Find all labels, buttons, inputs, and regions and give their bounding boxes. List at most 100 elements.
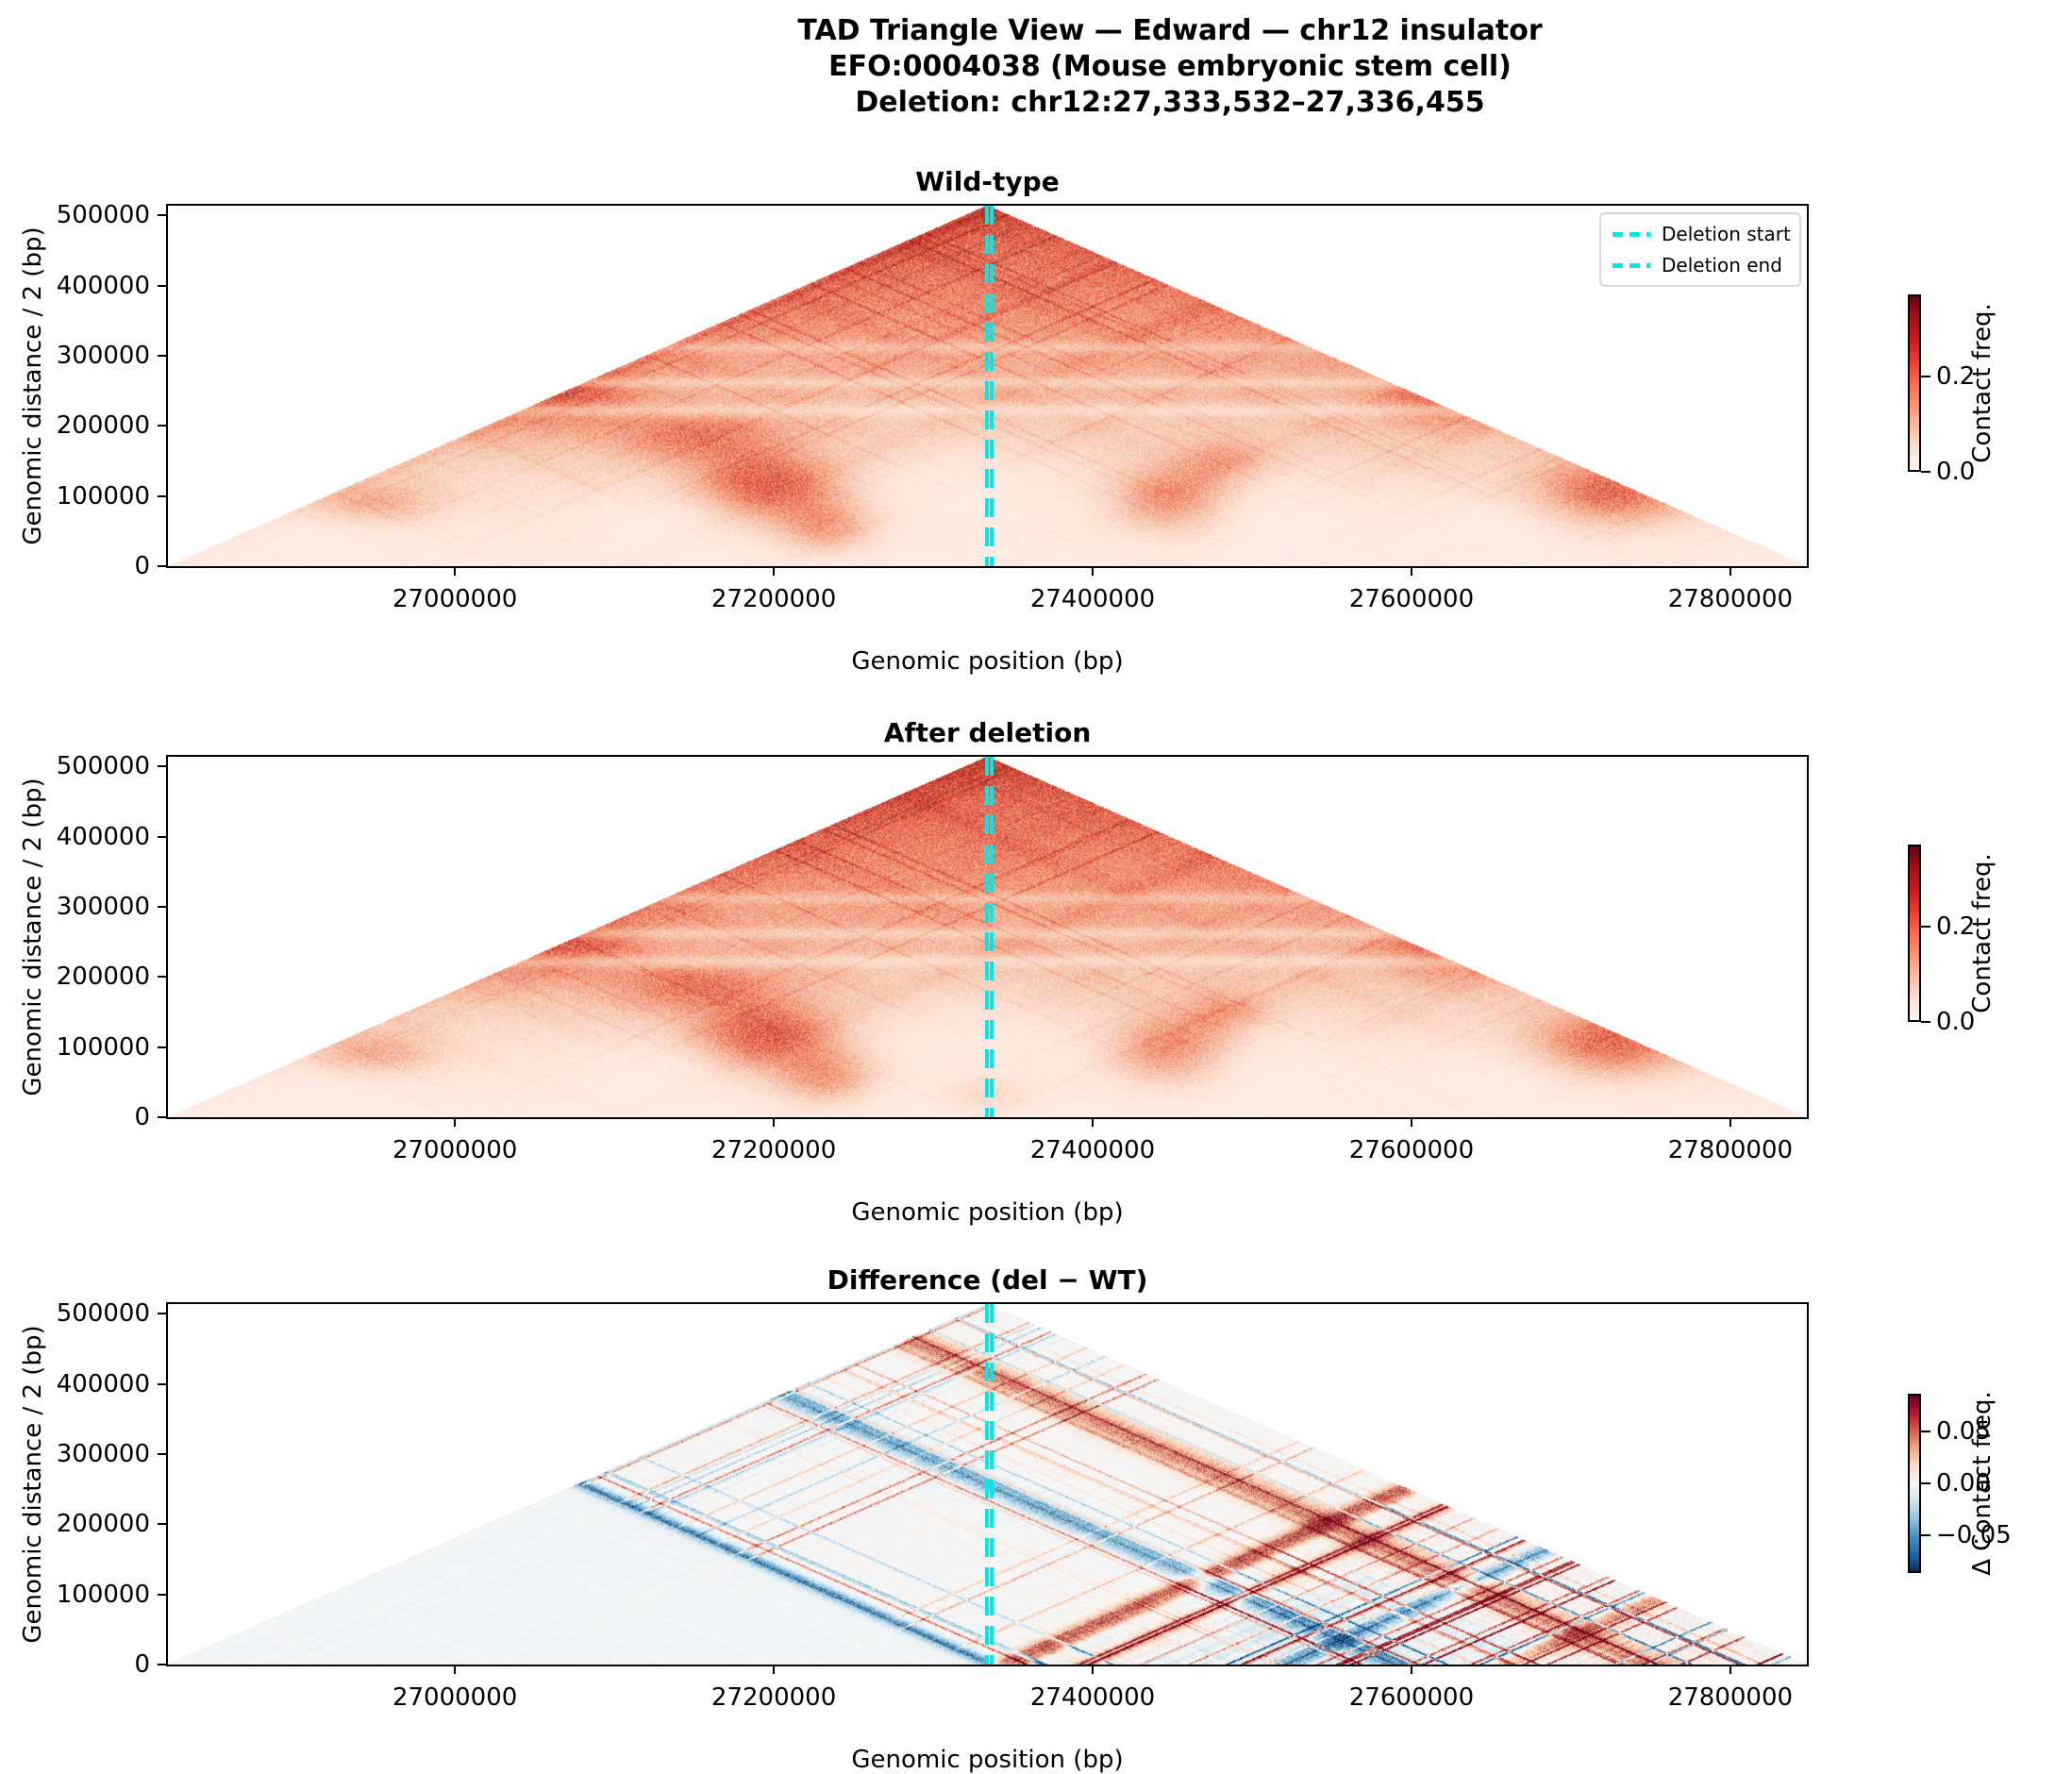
- legend-label-deletion-start: Deletion start: [1662, 223, 1791, 245]
- y-tick-mark: [158, 835, 168, 838]
- x-tick-label: 27800000: [1667, 1136, 1794, 1164]
- y-tick-label: 0: [134, 1103, 150, 1131]
- colorbar-tick-mark: [1921, 1430, 1930, 1432]
- y-tick-label: 300000: [56, 342, 150, 371]
- x-tick-mark: [1410, 1117, 1412, 1127]
- colorbar-delta-contact-freq: [1908, 1394, 1921, 1573]
- y-tick-label: 300000: [56, 1440, 150, 1469]
- y-tick-label: 300000: [56, 893, 150, 922]
- legend-item-deletion-end: Deletion end: [1612, 254, 1788, 276]
- colorbar-tick-label: 0.00: [1936, 1469, 1991, 1498]
- y-tick-label: 200000: [56, 1510, 150, 1539]
- colorbar-tick-label: 0.0: [1936, 458, 1976, 486]
- x-tick-label: 27400000: [1029, 1136, 1156, 1164]
- panel-title-wild-type: Wild-type: [915, 166, 1060, 197]
- y-tick-label: 400000: [56, 271, 150, 300]
- y-tick-mark: [158, 1313, 168, 1315]
- x-tick-label: 27200000: [710, 1136, 837, 1164]
- plot-area-after-deletion: [166, 755, 1809, 1119]
- deletion-end-line: [990, 757, 994, 1117]
- plot-area-wild-type: Deletion start Deletion end: [166, 204, 1809, 568]
- y-tick-mark: [158, 355, 168, 358]
- x-tick-mark: [1092, 1665, 1094, 1674]
- x-tick-mark: [773, 1665, 776, 1674]
- deletion-start-dashed-line-icon: [1612, 231, 1650, 237]
- colorbar-tick-mark: [1921, 1021, 1930, 1023]
- x-tick-label: 27200000: [710, 585, 837, 613]
- colorbar-tick-mark: [1921, 376, 1930, 378]
- x-tick-label: 27400000: [1029, 585, 1156, 613]
- y-tick-label: 500000: [56, 1299, 150, 1329]
- colorbar-tick-label: 0.0: [1936, 1008, 1976, 1036]
- figure-title-line-1: TAD Triangle View — Edward — chr12 insul…: [797, 14, 1543, 47]
- x-tick-label: 27200000: [710, 1683, 837, 1712]
- x-tick-mark: [454, 1665, 457, 1674]
- y-tick-mark: [158, 1382, 168, 1385]
- figure-title-line-2: EFO:0004038 (Mouse embryonic stem cell): [828, 50, 1512, 83]
- x-tick-label: 27600000: [1348, 1683, 1475, 1712]
- deletion-end-line: [990, 206, 994, 566]
- colorbar-tick-mark: [1921, 471, 1930, 473]
- colorbar-tick-label: 0.2: [1936, 362, 1976, 392]
- legend: Deletion start Deletion end: [1599, 212, 1801, 287]
- y-tick-label: 200000: [56, 411, 150, 441]
- x-tick-mark: [1729, 1665, 1731, 1674]
- x-tick-label: 27000000: [392, 1136, 518, 1164]
- y-tick-label: 0: [134, 1650, 150, 1679]
- y-tick-mark: [158, 284, 168, 287]
- y-tick-mark: [158, 565, 168, 567]
- y-tick-mark: [158, 765, 168, 768]
- y-tick-label: 500000: [56, 752, 150, 781]
- y-tick-label: 100000: [56, 481, 150, 510]
- y-tick-mark: [158, 1593, 168, 1596]
- x-tick-mark: [1729, 1117, 1731, 1127]
- y-tick-label: 0: [134, 552, 150, 580]
- y-tick-label: 100000: [56, 1580, 150, 1609]
- x-tick-label: 27400000: [1029, 1683, 1156, 1712]
- y-tick-label: 400000: [56, 822, 150, 851]
- plot-area-difference: [166, 1302, 1809, 1666]
- x-tick-label: 27600000: [1348, 585, 1475, 613]
- panel-title-difference: Difference (del − WT): [827, 1264, 1148, 1296]
- y-tick-mark: [158, 976, 168, 979]
- figure-title-line-3: Deletion: chr12:27,333,532–27,336,455: [855, 86, 1485, 119]
- legend-item-deletion-start: Deletion start: [1612, 223, 1791, 245]
- y-tick-mark: [158, 425, 168, 427]
- y-tick-mark: [158, 1116, 168, 1118]
- x-tick-mark: [1092, 1117, 1094, 1127]
- y-tick-mark: [158, 1046, 168, 1048]
- x-tick-label: 27600000: [1348, 1136, 1475, 1164]
- y-tick-label: 500000: [56, 201, 150, 230]
- colorbar-contact-freq-2: [1908, 845, 1921, 1022]
- legend-label-deletion-end: Deletion end: [1662, 254, 1782, 276]
- x-tick-mark: [454, 566, 457, 576]
- y-tick-mark: [158, 1453, 168, 1456]
- y-tick-mark: [158, 1664, 168, 1665]
- y-tick-label: 100000: [56, 1032, 150, 1062]
- x-tick-label: 27800000: [1667, 1683, 1794, 1712]
- y-tick-label: 400000: [56, 1369, 150, 1398]
- y-tick-mark: [158, 214, 168, 217]
- y-tick-mark: [158, 494, 168, 497]
- panel-title-after-deletion: After deletion: [883, 717, 1092, 748]
- x-tick-mark: [454, 1117, 457, 1127]
- x-tick-label: 27800000: [1667, 585, 1794, 613]
- colorbar-contact-freq-1: [1908, 294, 1921, 472]
- x-axis-label: Genomic position (bp): [851, 1746, 1124, 1774]
- x-tick-mark: [1729, 566, 1731, 576]
- deletion-start-line: [985, 757, 989, 1117]
- deletion-end-dashed-line-icon: [1612, 262, 1650, 268]
- x-tick-label: 27000000: [392, 1683, 518, 1712]
- x-tick-mark: [773, 1117, 776, 1127]
- deletion-start-line: [985, 206, 989, 566]
- y-tick-mark: [158, 906, 168, 909]
- colorbar-tick-label: 0.2: [1936, 912, 1976, 942]
- y-tick-label: 200000: [56, 962, 150, 992]
- x-tick-label: 27000000: [392, 585, 518, 613]
- deletion-end-line: [990, 1304, 994, 1665]
- colorbar-tick-label: 0.05: [1936, 1416, 1991, 1446]
- y-tick-mark: [158, 1523, 168, 1526]
- deletion-start-line: [985, 1304, 989, 1665]
- x-axis-label: Genomic position (bp): [851, 647, 1124, 676]
